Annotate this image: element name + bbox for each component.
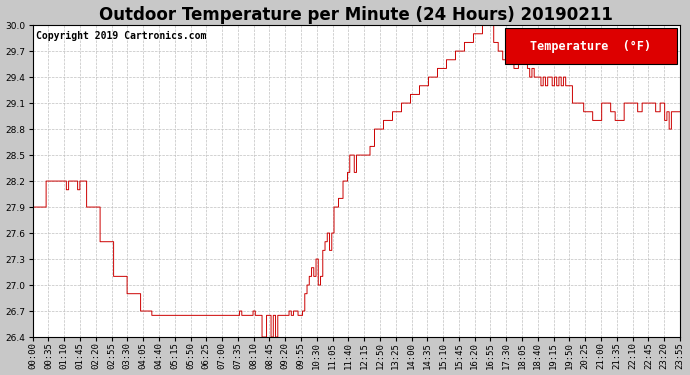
Text: Temperature  (°F): Temperature (°F) xyxy=(531,40,651,53)
Text: Copyright 2019 Cartronics.com: Copyright 2019 Cartronics.com xyxy=(36,32,206,41)
Title: Outdoor Temperature per Minute (24 Hours) 20190211: Outdoor Temperature per Minute (24 Hours… xyxy=(99,6,613,24)
FancyBboxPatch shape xyxy=(505,28,677,64)
